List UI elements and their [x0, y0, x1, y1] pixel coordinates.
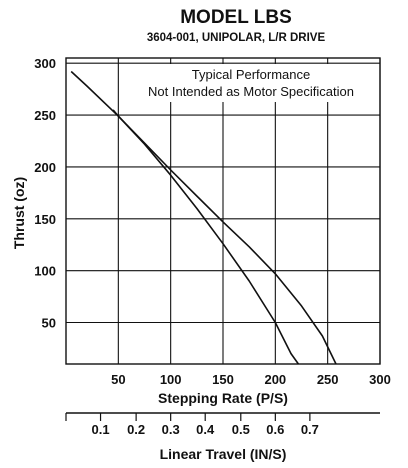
secondary-axis-tick-label: 0.6 — [266, 422, 284, 437]
y-tick-label: 50 — [42, 316, 56, 331]
plot-frame — [65, 57, 381, 365]
secondary-axis-tick-label: 0.5 — [232, 422, 250, 437]
secondary-axis-ticks: 0.1 0.2 0.3 0.4 0.5 0.6 0.7 — [65, 413, 319, 437]
x-tick-label: 200 — [264, 372, 286, 387]
annotation-line-1: Typical Performance — [192, 67, 311, 82]
y-axis-title: Thrust (oz) — [11, 177, 27, 249]
chart-title: MODEL LBS — [180, 7, 292, 28]
y-tick-label: 100 — [34, 264, 56, 279]
y-tick-label: 150 — [34, 212, 56, 227]
y-tick-label: 200 — [34, 160, 56, 175]
secondary-axis-tick-label: 0.7 — [301, 422, 319, 437]
chart-subtitle: 3604-001, UNIPOLAR, L/R DRIVE — [147, 32, 326, 44]
secondary-axis-tick-label: 0.2 — [127, 422, 145, 437]
y-tick-label: 300 — [34, 56, 56, 71]
x-tick-label: 150 — [212, 372, 234, 387]
annotation-box — [122, 64, 376, 102]
x-tick-label: 50 — [111, 372, 125, 387]
grid — [66, 58, 381, 364]
thrust-curve-1 — [70, 70, 300, 365]
annotation-line-2: Not Intended as Motor Specification — [148, 84, 354, 99]
thrust-curve-2 — [112, 109, 337, 365]
secondary-axis-tick-label: 0.1 — [92, 422, 110, 437]
series-layer — [70, 70, 337, 365]
secondary-axis-tick-label: 0.3 — [162, 422, 180, 437]
y-tick-label: 250 — [34, 108, 56, 123]
x-axis-title: Stepping Rate (P/S) — [158, 390, 288, 406]
y-tick-labels: 50 100 150 200 250 300 — [34, 56, 56, 330]
secondary-axis-title: Linear Travel (IN/S) — [160, 446, 287, 462]
x-tick-labels: 50 100 150 200 250 300 — [111, 372, 391, 387]
x-tick-label: 250 — [317, 372, 339, 387]
x-tick-label: 100 — [160, 372, 182, 387]
x-tick-label: 300 — [369, 372, 391, 387]
secondary-axis-tick-label: 0.4 — [196, 422, 215, 437]
